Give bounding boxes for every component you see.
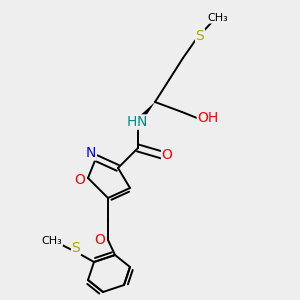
Text: CH₃: CH₃ — [42, 236, 62, 246]
Text: CH₃: CH₃ — [208, 13, 228, 23]
Polygon shape — [135, 102, 155, 124]
Text: OH: OH — [197, 111, 219, 125]
Text: O: O — [94, 233, 105, 247]
Text: S: S — [72, 241, 80, 255]
Text: N: N — [86, 146, 96, 160]
Text: S: S — [196, 29, 204, 43]
Text: O: O — [162, 148, 172, 162]
Text: H: H — [127, 115, 137, 129]
Text: N: N — [137, 115, 147, 129]
Text: O: O — [75, 173, 86, 187]
